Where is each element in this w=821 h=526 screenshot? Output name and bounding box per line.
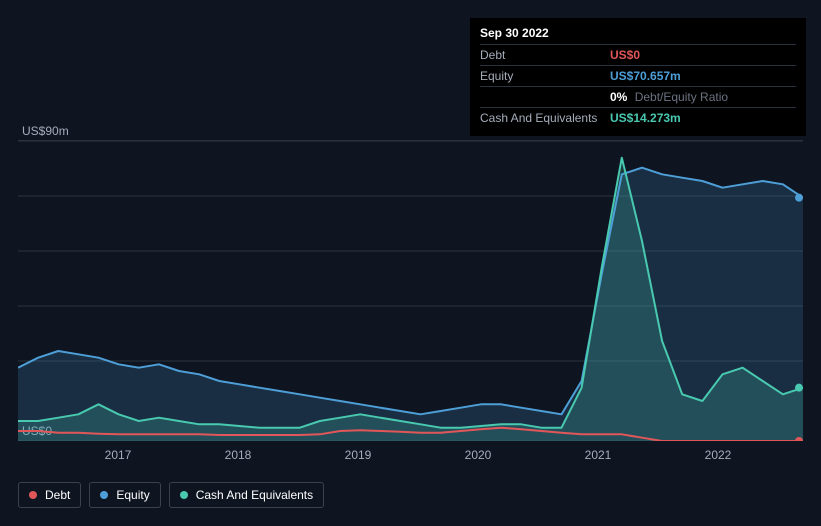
legend-label: Debt: [45, 488, 70, 502]
x-axis-tick: 2020: [465, 448, 492, 462]
legend-label: Cash And Equivalents: [196, 488, 313, 502]
y-axis-label-max: US$90m: [22, 124, 69, 138]
x-axis-tick: 2019: [345, 448, 372, 462]
tooltip-value: US$0: [610, 48, 796, 62]
legend-dot-icon: [29, 491, 37, 499]
tooltip-row-ratio: 0% Debt/Equity Ratio: [480, 86, 796, 107]
tooltip-value: US$70.657m: [610, 69, 796, 83]
x-axis-tick: 2018: [225, 448, 252, 462]
tooltip-label: Cash And Equivalents: [480, 111, 610, 125]
legend-dot-icon: [180, 491, 188, 499]
chart-svg: [18, 141, 803, 441]
tooltip-label: Debt: [480, 48, 610, 62]
tooltip-label: Equity: [480, 69, 610, 83]
x-axis-tick: 2021: [585, 448, 612, 462]
legend-item-equity[interactable]: Equity: [89, 482, 160, 508]
chart-tooltip: Sep 30 2022 Debt US$0 Equity US$70.657m …: [470, 18, 806, 136]
chart-container: Sep 30 2022 Debt US$0 Equity US$70.657m …: [0, 0, 821, 526]
tooltip-date: Sep 30 2022: [480, 24, 796, 44]
legend-label: Equity: [116, 488, 149, 502]
x-axis-tick: 2022: [705, 448, 732, 462]
tooltip-row-debt: Debt US$0: [480, 44, 796, 65]
legend-item-cash[interactable]: Cash And Equivalents: [169, 482, 324, 508]
tooltip-value-suffix: Debt/Equity Ratio: [635, 90, 728, 104]
tooltip-label: [480, 90, 610, 104]
tooltip-row-equity: Equity US$70.657m: [480, 65, 796, 86]
x-axis-tick: 2017: [105, 448, 132, 462]
tooltip-value: 0% Debt/Equity Ratio: [610, 90, 796, 104]
tooltip-row-cash: Cash And Equivalents US$14.273m: [480, 107, 796, 128]
chart-plot-area[interactable]: [18, 140, 803, 440]
chart-legend: Debt Equity Cash And Equivalents: [18, 482, 324, 508]
legend-item-debt[interactable]: Debt: [18, 482, 81, 508]
tooltip-value: US$14.273m: [610, 111, 796, 125]
x-axis: 2017 2018 2019 2020 2021 2022: [18, 448, 803, 468]
tooltip-value-main: 0%: [610, 90, 627, 104]
legend-dot-icon: [100, 491, 108, 499]
